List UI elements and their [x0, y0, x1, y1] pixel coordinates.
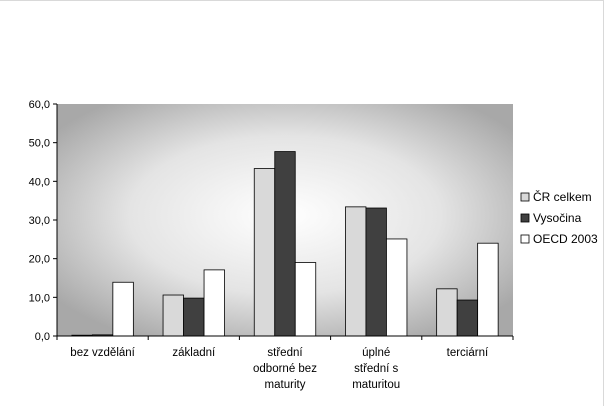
- bar-2-5: [456, 299, 479, 337]
- y-tick-label: 20,0: [29, 254, 50, 266]
- bar-1-2: [162, 294, 184, 337]
- bar-2-4: [365, 207, 387, 337]
- y-tick-label: 50,0: [29, 138, 50, 150]
- bar-1-3: [253, 168, 276, 337]
- y-tick-label: 60,0: [29, 99, 50, 111]
- legend-label: ČR celkem: [533, 189, 592, 204]
- legend-label: OECD 2003: [533, 232, 598, 246]
- legend: ČR celkem Vysočina OECD 2003: [520, 189, 598, 246]
- y-tick-label: 0,0: [35, 331, 50, 343]
- y-tick-label: 30,0: [29, 215, 50, 227]
- legend-swatch: [520, 234, 530, 244]
- bars: [71, 151, 499, 337]
- y-tick-label: 40,0: [29, 176, 50, 188]
- x-tick-label: maturitou: [352, 379, 400, 391]
- bar-3-5: [477, 242, 499, 337]
- bar-3-3: [294, 262, 317, 337]
- y-tick-label: 10,0: [29, 292, 50, 304]
- bar-2-2: [183, 297, 205, 337]
- bar-2-3: [274, 151, 296, 337]
- y-axis-ticks: 0,0 10,0 20,0 30,0 40,0 50,0 60,0: [29, 99, 57, 343]
- x-tick-label: odborné bez: [253, 363, 317, 375]
- bar-3-4: [386, 238, 408, 337]
- x-tick-label: maturity: [265, 379, 306, 391]
- x-tick-label: střední: [267, 347, 303, 359]
- x-tick-label: základní: [172, 347, 216, 359]
- bar-3-2: [203, 269, 225, 337]
- bar-3-1: [112, 281, 134, 337]
- legend-swatch: [520, 213, 530, 223]
- bar-1-4: [345, 206, 367, 337]
- legend-swatch: [520, 192, 530, 202]
- x-tick-label: úplné: [362, 347, 390, 359]
- legend-label: Vysočina: [533, 211, 582, 225]
- x-axis-labels: bez vzdělání základní střední odborné bez ma…: [56, 336, 514, 391]
- x-tick-label: terciární: [447, 347, 489, 359]
- bar-1-5: [436, 288, 458, 337]
- x-tick-label: bez vzdělání: [70, 347, 135, 359]
- x-tick-label: střední s: [354, 363, 398, 375]
